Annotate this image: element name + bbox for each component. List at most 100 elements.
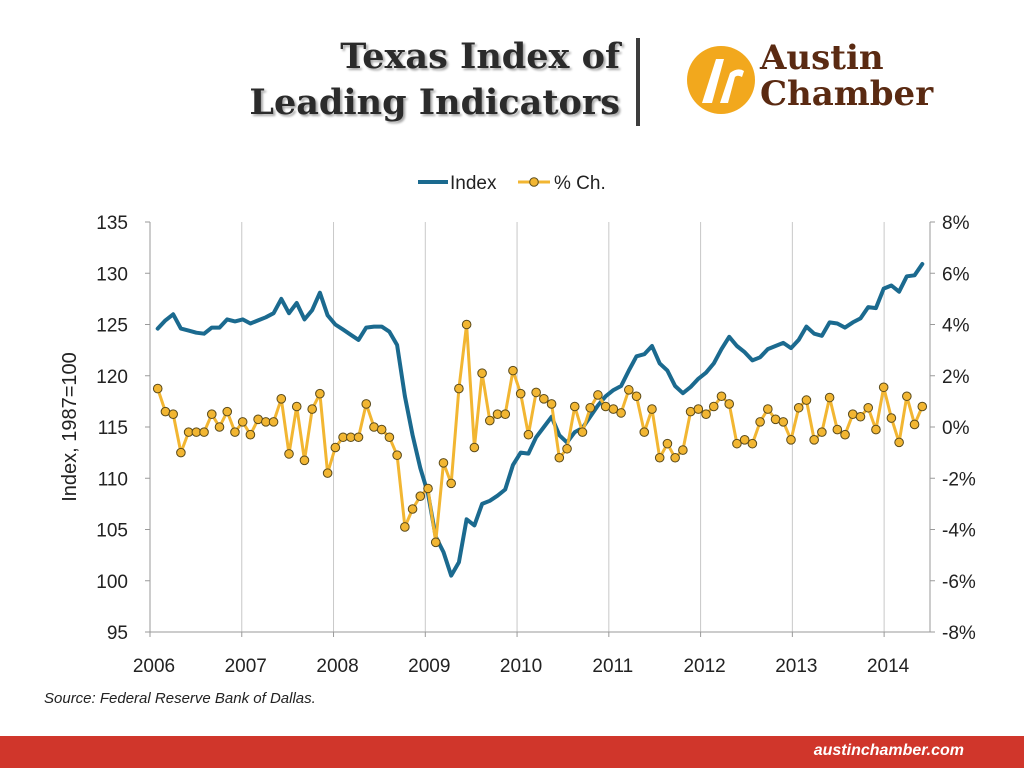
y-tick-label: 115 <box>98 418 128 439</box>
pct-change-point <box>909 419 920 430</box>
pct-change-point <box>832 424 843 435</box>
y2-tick-label: -2% <box>942 469 976 490</box>
pct-change-point <box>315 388 325 399</box>
pct-change-point <box>747 438 758 449</box>
source-note: Source: Federal Reserve Bank of Dallas. <box>44 690 316 707</box>
pct-change-point <box>330 442 341 453</box>
pct-change-point <box>902 391 912 402</box>
x-tick-label: 2009 <box>408 656 450 677</box>
series-line-index <box>155 262 925 578</box>
pct-change-point <box>763 404 773 414</box>
logo-text: Austin Chamber <box>760 40 933 112</box>
pct-change-point <box>670 452 680 463</box>
pct-change-point <box>739 435 750 445</box>
pct-change-point <box>152 383 163 394</box>
y-tick-label: 95 <box>107 623 128 644</box>
pct-change-point <box>214 422 225 432</box>
pct-change-point <box>168 409 178 419</box>
x-tick-label: 2013 <box>775 656 817 677</box>
pct-change-point <box>716 391 727 402</box>
pct-change-point <box>809 435 819 445</box>
pct-change-point <box>237 417 248 427</box>
pct-change-point <box>631 391 642 402</box>
pct-change-point <box>222 406 233 417</box>
pct-change-point <box>647 404 657 414</box>
pct-change-point <box>531 387 541 398</box>
legend-marker-pct-change <box>529 177 539 187</box>
chart-axes: 95 100 105 110 115 120 125 130 135 -8% -6% -4% -2% 0%… <box>59 213 976 677</box>
y-tick-label: 125 <box>96 316 128 337</box>
y-tick-label: 105 <box>96 521 128 542</box>
footer-bar: austinchamber.com <box>0 736 1024 768</box>
pct-change-point <box>353 432 364 443</box>
y2-tick-label: 2% <box>942 367 970 388</box>
y-tick-label: 100 <box>96 572 128 593</box>
y-tick-label: 130 <box>96 264 128 285</box>
pct-change-point <box>786 435 796 445</box>
pct-change-point <box>446 478 456 489</box>
pct-change-point <box>608 404 619 414</box>
austin-chamber-logo-icon <box>687 46 755 114</box>
series-line-pct-change <box>156 323 924 544</box>
pct-change-point <box>708 401 719 412</box>
pct-change-point <box>732 438 742 449</box>
pct-change-point <box>500 409 511 419</box>
title-line-1: Texas Index of <box>340 36 620 77</box>
y-tick-label: 120 <box>96 367 128 388</box>
x-tick-label: 2011 <box>592 656 633 677</box>
y-tick-label: 135 <box>96 213 128 234</box>
pct-change-point <box>392 450 402 460</box>
x-tick-label: 2006 <box>133 656 175 677</box>
x-tick-label: 2007 <box>225 656 267 677</box>
title-line-2: Leading Indicators <box>249 82 620 123</box>
chart-series <box>152 262 928 578</box>
y-axis-label: Index, 1987=100 <box>59 352 81 502</box>
pct-change-point <box>307 404 317 414</box>
y2-tick-label: 4% <box>942 316 970 337</box>
x-tick-label: 2012 <box>683 656 725 677</box>
legend-label-pct-change: % Ch. <box>554 173 606 194</box>
y2-tick-label: -8% <box>942 623 976 644</box>
pct-change-point <box>299 455 310 466</box>
pct-change-point <box>724 399 735 409</box>
y2-tick-label: -4% <box>942 521 976 542</box>
pct-change-point <box>291 401 302 412</box>
pct-change-point <box>569 401 580 412</box>
pct-change-point <box>515 388 526 399</box>
pct-change-point <box>461 319 472 330</box>
title-divider <box>636 38 640 126</box>
pct-change-point <box>400 522 410 532</box>
pct-change-point <box>593 390 603 400</box>
pct-change-point <box>361 399 372 409</box>
x-tick-label: 2008 <box>316 656 358 677</box>
pct-change-point <box>577 427 588 437</box>
pct-change-point <box>801 395 812 405</box>
pct-change-point <box>245 429 256 440</box>
y2-tick-label: 0% <box>942 418 970 439</box>
pct-change-point <box>778 417 789 427</box>
y2-tick-label: -6% <box>942 572 976 593</box>
pct-change-point <box>886 413 897 423</box>
pct-change-point <box>639 427 650 437</box>
pct-change-point <box>654 452 665 463</box>
line-chart: 95 100 105 110 115 120 125 130 135 -8% -6% -4% -2% 0%… <box>59 173 976 677</box>
y2-tick-label: 8% <box>942 213 970 234</box>
pct-change-point <box>199 427 209 437</box>
pct-change-point <box>230 427 240 437</box>
pct-change-point <box>546 399 557 409</box>
y2-tick-label: 6% <box>942 264 970 285</box>
chart-legend: Index % Ch. <box>418 173 606 194</box>
pct-change-point <box>793 402 804 413</box>
y-tick-label: 110 <box>98 469 128 490</box>
pct-change-point <box>523 429 534 440</box>
pct-change-point <box>423 483 433 494</box>
pct-change-point <box>755 417 765 427</box>
pct-change-point <box>894 437 904 448</box>
pct-change-point <box>407 504 418 514</box>
chart-grid <box>241 222 885 632</box>
pct-change-point <box>284 449 294 459</box>
pct-change-point <box>508 365 518 376</box>
pct-change-point <box>624 385 634 395</box>
pct-change-point <box>554 452 565 463</box>
pct-change-point <box>678 445 688 455</box>
